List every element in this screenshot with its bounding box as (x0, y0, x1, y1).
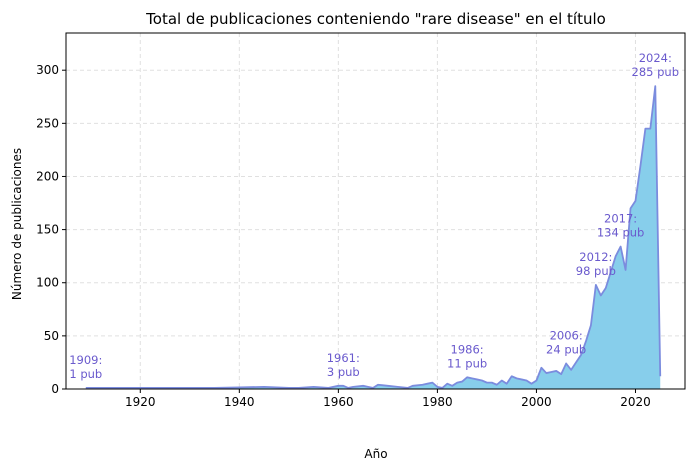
y-tick-label: 0 (51, 382, 59, 396)
x-tick-label: 1980 (422, 395, 453, 409)
plot-area (85, 85, 662, 389)
area-fill (85, 86, 661, 389)
y-axis-label: Número de publicaciones (10, 148, 24, 300)
y-tick-label: 150 (36, 223, 59, 237)
annotation-label: 2006: 24 pub (546, 328, 586, 356)
plot-frame (65, 32, 686, 390)
x-tick-label: 1960 (323, 395, 354, 409)
series-line (85, 85, 662, 389)
chart-title: Total de publicaciones conteniendo "rare… (145, 10, 606, 28)
y-tick-label: 300 (36, 63, 59, 77)
annotation-label: 2012: 98 pub (576, 250, 616, 278)
y-tick-label: 50 (44, 329, 59, 343)
x-tick-label: 2000 (521, 395, 552, 409)
y-tick-label: 100 (36, 276, 59, 290)
annotation-label: 1961: 3 pub (327, 351, 360, 379)
annotation-label: 2024: 285 pub (632, 51, 680, 79)
x-axis: 1920 1940 1960 1980 2000 2020 (125, 389, 651, 409)
y-axis: 0 50 100 150 200 250 300 (36, 63, 66, 396)
x-tick-label: 2020 (620, 395, 651, 409)
x-tick-label: 1920 (125, 395, 156, 409)
annotation-label: 2017: 134 pub (597, 212, 645, 240)
y-tick-label: 250 (36, 116, 59, 130)
y-tick-label: 200 (36, 169, 59, 183)
annotations: 1909: 1 pub 1961: 3 pub 1986: 11 pub 2006: 24 p… (69, 51, 679, 381)
annotation-label: 1909: 1 pub (69, 353, 102, 381)
x-axis-label: Año (364, 447, 387, 461)
x-tick-label: 1940 (224, 395, 255, 409)
annotation-label: 1986: 11 pub (447, 342, 487, 370)
